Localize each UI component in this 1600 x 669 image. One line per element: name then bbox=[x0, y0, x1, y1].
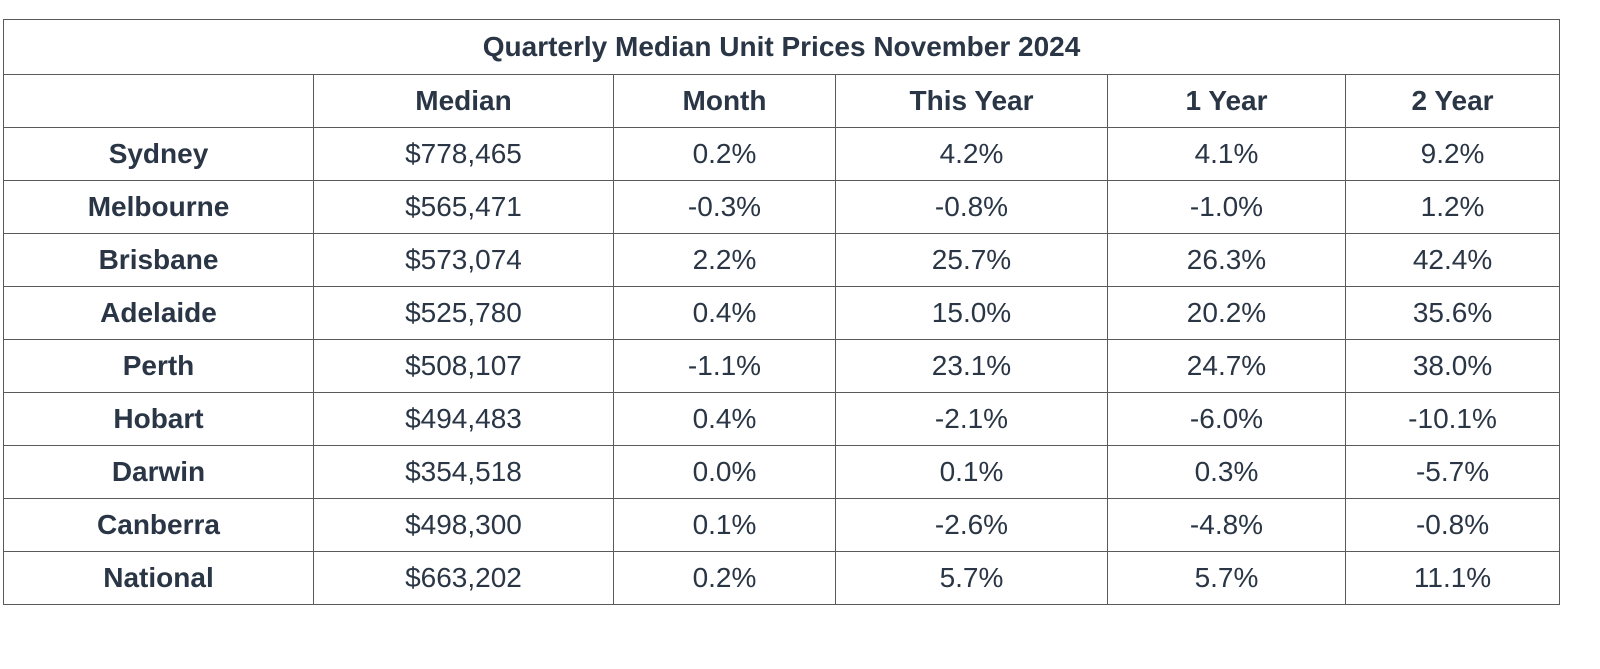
header-this-year: This Year bbox=[835, 74, 1108, 128]
this-year-cell: -0.8% bbox=[835, 180, 1108, 234]
table-row: Sydney $778,465 0.2% 4.2% 4.1% 9.2% bbox=[3, 127, 1561, 181]
median-cell: $663,202 bbox=[313, 551, 614, 605]
two-year-cell: -0.8% bbox=[1344, 498, 1561, 552]
city-cell: Adelaide bbox=[3, 286, 314, 340]
city-cell: Sydney bbox=[3, 127, 314, 181]
month-cell: -0.3% bbox=[613, 180, 836, 234]
median-cell: $494,483 bbox=[313, 392, 614, 446]
median-cell: $573,074 bbox=[313, 233, 614, 287]
two-year-cell: 38.0% bbox=[1344, 339, 1561, 393]
two-year-cell: -10.1% bbox=[1344, 392, 1561, 446]
table-title: Quarterly Median Unit Prices November 20… bbox=[2, 19, 1561, 75]
one-year-cell: 24.7% bbox=[1107, 339, 1346, 393]
title-row: Quarterly Median Unit Prices November 20… bbox=[2, 19, 1561, 75]
median-cell: $565,471 bbox=[313, 180, 614, 234]
one-year-cell: 20.2% bbox=[1107, 286, 1346, 340]
two-year-cell: 9.2% bbox=[1344, 127, 1561, 181]
this-year-cell: -2.1% bbox=[835, 392, 1108, 446]
month-cell: 0.2% bbox=[613, 127, 836, 181]
two-year-cell: 1.2% bbox=[1344, 180, 1561, 234]
table-row: Darwin $354,518 0.0% 0.1% 0.3% -5.7% bbox=[3, 445, 1561, 499]
this-year-cell: 5.7% bbox=[835, 551, 1108, 605]
table-row: Hobart $494,483 0.4% -2.1% -6.0% -10.1% bbox=[3, 392, 1561, 446]
one-year-cell: -6.0% bbox=[1107, 392, 1346, 446]
city-cell: Canberra bbox=[3, 498, 314, 552]
header-month: Month bbox=[613, 74, 836, 128]
city-cell: Hobart bbox=[3, 392, 314, 446]
header-1-year: 1 Year bbox=[1107, 74, 1346, 128]
unit-price-table: Quarterly Median Unit Prices November 20… bbox=[2, 19, 1561, 605]
header-row: Median Month This Year 1 Year 2 Year bbox=[3, 74, 1561, 128]
month-cell: 0.0% bbox=[613, 445, 836, 499]
two-year-cell: 35.6% bbox=[1344, 286, 1561, 340]
price-table-container: Quarterly Median Unit Prices November 20… bbox=[2, 19, 1561, 605]
median-cell: $525,780 bbox=[313, 286, 614, 340]
one-year-cell: -4.8% bbox=[1107, 498, 1346, 552]
one-year-cell: 26.3% bbox=[1107, 233, 1346, 287]
month-cell: 0.1% bbox=[613, 498, 836, 552]
one-year-cell: 0.3% bbox=[1107, 445, 1346, 499]
header-median: Median bbox=[313, 74, 614, 128]
month-cell: 0.2% bbox=[613, 551, 836, 605]
city-cell: Melbourne bbox=[3, 180, 314, 234]
two-year-cell: 42.4% bbox=[1344, 233, 1561, 287]
this-year-cell: 4.2% bbox=[835, 127, 1108, 181]
this-year-cell: 15.0% bbox=[835, 286, 1108, 340]
header-2-year: 2 Year bbox=[1344, 74, 1561, 128]
median-cell: $778,465 bbox=[313, 127, 614, 181]
this-year-cell: 23.1% bbox=[835, 339, 1108, 393]
city-cell: Perth bbox=[3, 339, 314, 393]
this-year-cell: 0.1% bbox=[835, 445, 1108, 499]
one-year-cell: 5.7% bbox=[1107, 551, 1346, 605]
two-year-cell: -5.7% bbox=[1344, 445, 1561, 499]
month-cell: 0.4% bbox=[613, 392, 836, 446]
table-row: National $663,202 0.2% 5.7% 5.7% 11.1% bbox=[3, 551, 1561, 605]
this-year-cell: -2.6% bbox=[835, 498, 1108, 552]
this-year-cell: 25.7% bbox=[835, 233, 1108, 287]
month-cell: -1.1% bbox=[613, 339, 836, 393]
median-cell: $498,300 bbox=[313, 498, 614, 552]
header-city bbox=[3, 74, 314, 128]
one-year-cell: 4.1% bbox=[1107, 127, 1346, 181]
table-row: Canberra $498,300 0.1% -2.6% -4.8% -0.8% bbox=[3, 498, 1561, 552]
month-cell: 0.4% bbox=[613, 286, 836, 340]
city-cell: National bbox=[3, 551, 314, 605]
table-row: Melbourne $565,471 -0.3% -0.8% -1.0% 1.2… bbox=[3, 180, 1561, 234]
two-year-cell: 11.1% bbox=[1344, 551, 1561, 605]
city-cell: Brisbane bbox=[3, 233, 314, 287]
median-cell: $508,107 bbox=[313, 339, 614, 393]
median-cell: $354,518 bbox=[313, 445, 614, 499]
table-row: Perth $508,107 -1.1% 23.1% 24.7% 38.0% bbox=[3, 339, 1561, 393]
table-row: Adelaide $525,780 0.4% 15.0% 20.2% 35.6% bbox=[3, 286, 1561, 340]
month-cell: 2.2% bbox=[613, 233, 836, 287]
table-body: Sydney $778,465 0.2% 4.2% 4.1% 9.2% Melb… bbox=[3, 127, 1561, 605]
city-cell: Darwin bbox=[3, 445, 314, 499]
one-year-cell: -1.0% bbox=[1107, 180, 1346, 234]
table-row: Brisbane $573,074 2.2% 25.7% 26.3% 42.4% bbox=[3, 233, 1561, 287]
